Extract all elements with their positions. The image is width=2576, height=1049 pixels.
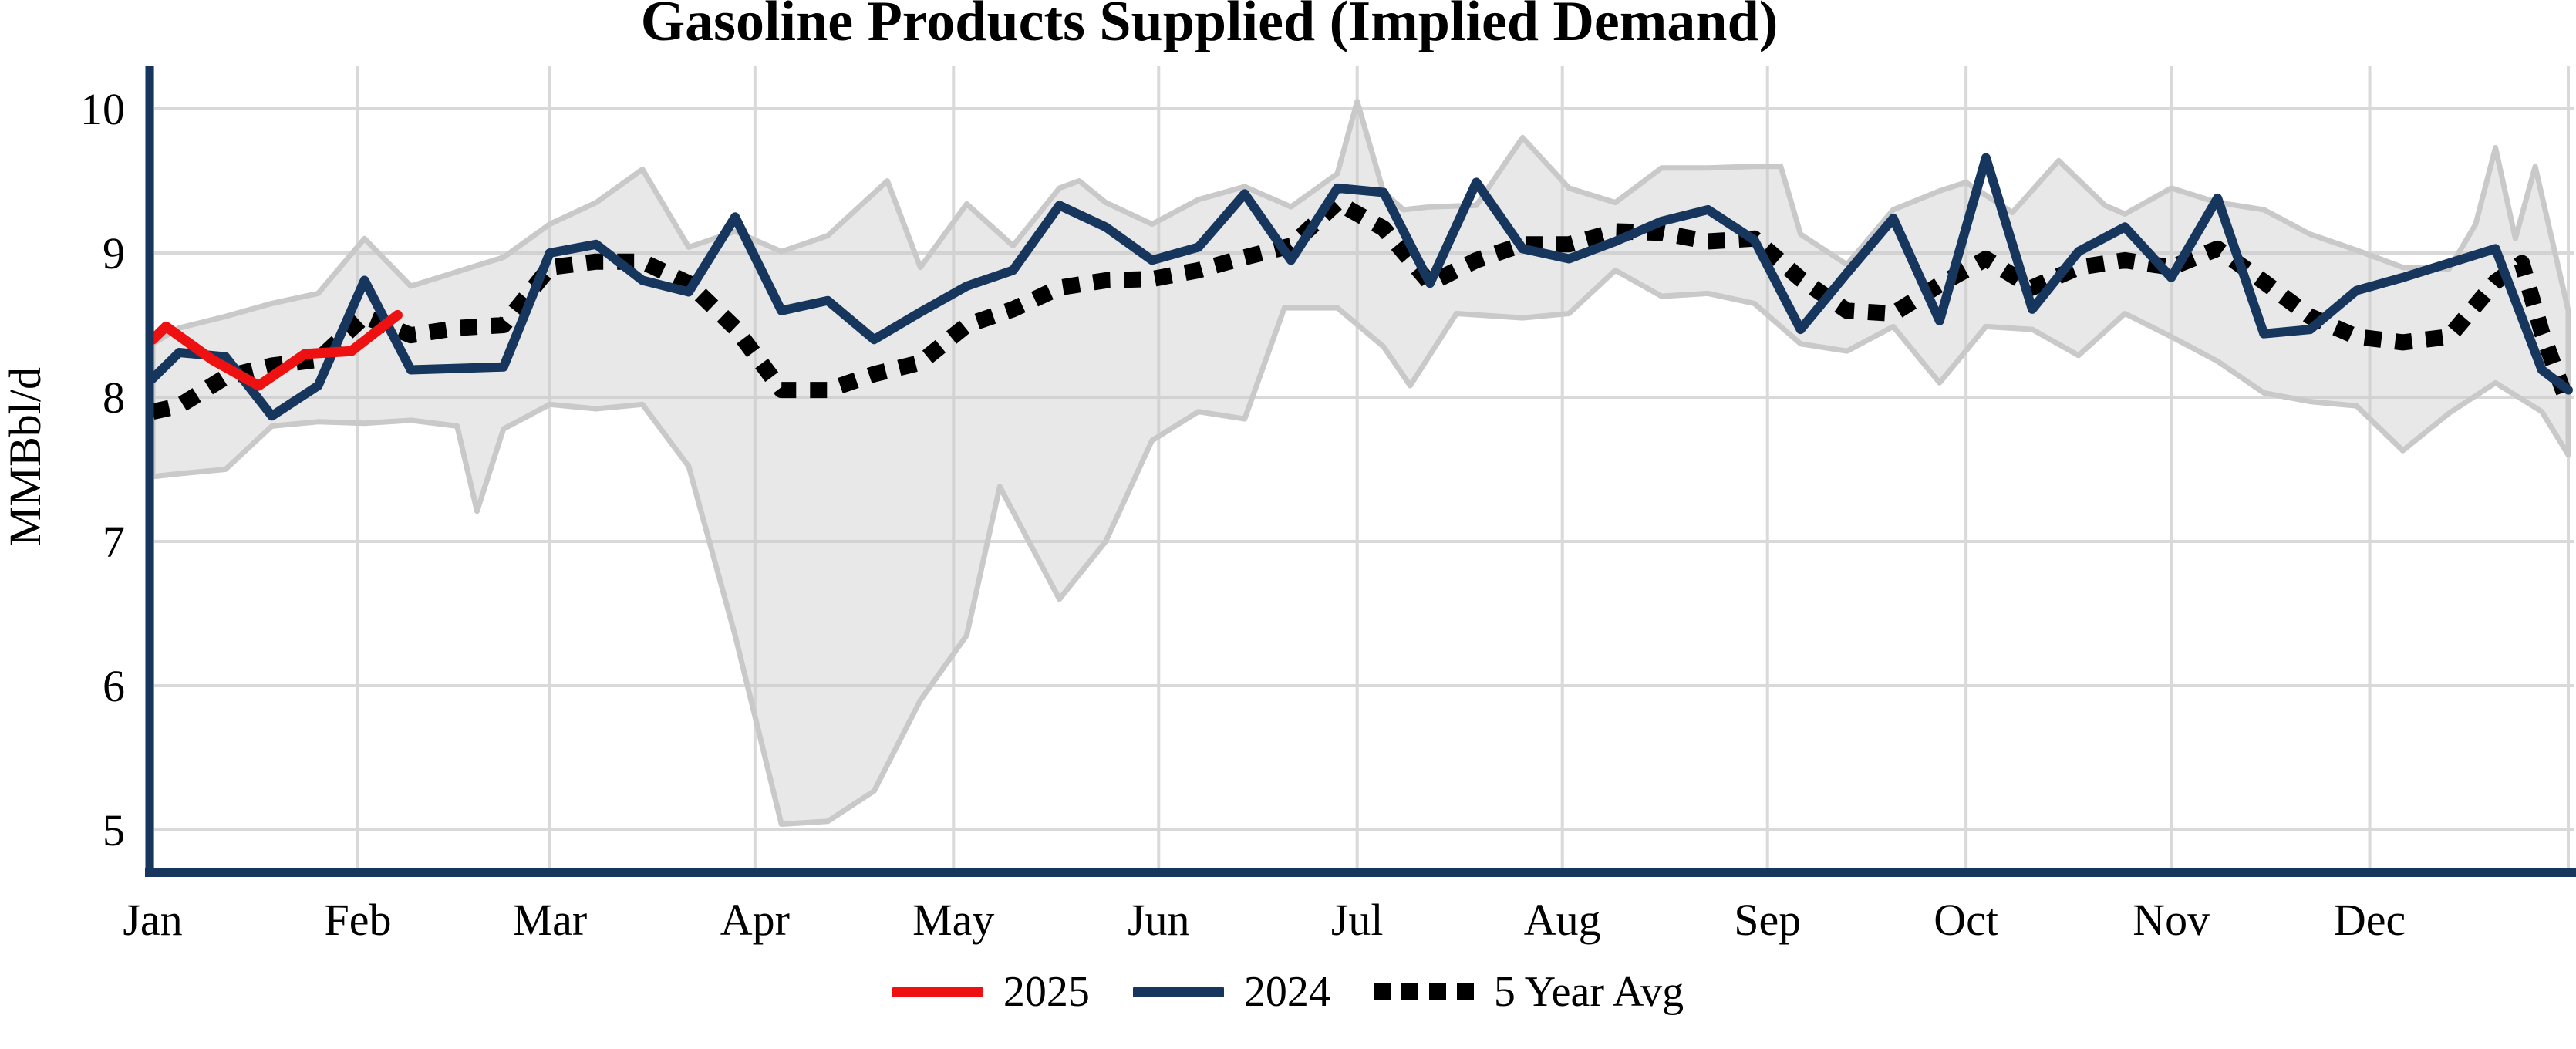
line-2025 [147,309,403,391]
y-tick-label-7: 7 [103,517,125,567]
x-month-label-Feb: Feb [325,895,392,945]
y-tick-label-5: 5 [103,805,125,855]
x-month-label-Sep: Sep [1734,895,1801,945]
y-tick-label-8: 8 [103,373,125,423]
x-month-label-Aug: Aug [1524,895,1601,945]
five-year-band-area [150,99,2571,827]
plot-gridlines [151,66,2574,869]
x-month-label-Jan: Jan [123,895,182,945]
x-month-label-Jun: Jun [1128,895,1190,945]
x-month-label-May: May [912,895,994,945]
x-month-label-Apr: Apr [720,895,790,945]
line-5yr-avg [150,194,2576,420]
y-tick-label-10: 10 [80,84,125,134]
x-month-label-Mar: Mar [513,895,588,945]
x-month-label-Oct: Oct [1934,895,1998,945]
x-month-label-Dec: Dec [2334,895,2406,945]
y-axis-title: MMBbl/d [0,367,50,546]
line-2024 [148,153,2573,421]
x-month-label-Jul: Jul [1331,895,1384,945]
chart-title: Gasoline Products Supplied (Implied Dema… [641,0,1779,53]
x-month-label-Nov: Nov [2133,895,2210,945]
axes [145,66,2576,877]
data-lines [147,153,2576,421]
tick-labels: 10 9 8 7 6 5 Jan Feb Mar Apr May Jun Jul Aug Sep Oct Nov… [80,84,2406,945]
y-tick-label-6: 6 [103,661,125,711]
y-tick-label-9: 9 [103,228,125,278]
five-year-range-band [150,99,2571,827]
